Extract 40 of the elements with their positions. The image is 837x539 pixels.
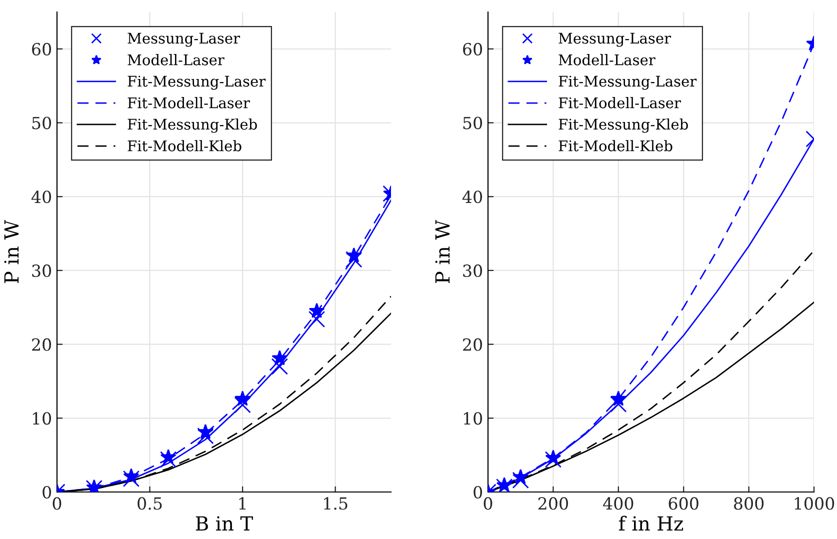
legend-label: Modell-Laser [128,54,224,66]
y-tick-label: 40 [31,190,52,204]
legend-label: Modell-Laser [558,54,656,66]
legend-label: Fit-Messung-Kleb [128,118,257,133]
y-tick-label: 30 [32,264,52,278]
y-axis-title: P in W [435,220,450,284]
legend-label: Fit-Modell-Kleb [558,140,672,152]
y-axis-title: P in W [4,220,19,284]
legend-label: Messung-Laser [558,32,672,47]
legend-label: Fit-Messung-Laser [558,76,697,90]
x-tick-label: 400 [603,497,634,510]
legend-label: Fit-Modell-Laser [558,97,681,108]
x-tick-label: 0 [484,497,492,510]
y-tick-label: 50 [32,116,52,130]
legend-label: Fit-Messung-Laser [128,76,266,90]
x-axis-title: B in T [196,516,253,531]
x-tick-label: 1000 [794,497,834,510]
y-tick-label: 10 [464,412,482,425]
x-tick-label: 0.5 [138,497,162,510]
y-tick-label: 0 [42,486,52,499]
legend-label: Fit-Messung-Kleb [558,118,688,133]
y-tick-label: 40 [462,190,482,204]
y-tick-label: 20 [32,338,52,351]
y-tick-label: 60 [32,42,52,56]
legend-label: Messung-Laser [128,32,240,47]
y-tick-label: 30 [463,264,482,278]
x-tick-label: 1 [239,497,246,510]
y-tick-label: 20 [463,338,482,351]
y-tick-label: 60 [463,42,482,56]
x-tick-label: 1.5 [324,497,348,510]
x-tick-label: 600 [668,497,698,510]
x-tick-label: 800 [734,497,764,510]
x-axis-title: f in Hz [618,516,684,531]
legend-label: Fit-Modell-Kleb [128,140,242,152]
y-tick-label: 10 [32,412,52,425]
legend-label: Fit-Modell-Laser [128,97,250,108]
y-tick-label: 50 [463,116,482,130]
x-tick-label: 0 [52,497,62,510]
x-tick-label: 200 [538,497,568,510]
y-tick-label: 0 [474,486,482,499]
